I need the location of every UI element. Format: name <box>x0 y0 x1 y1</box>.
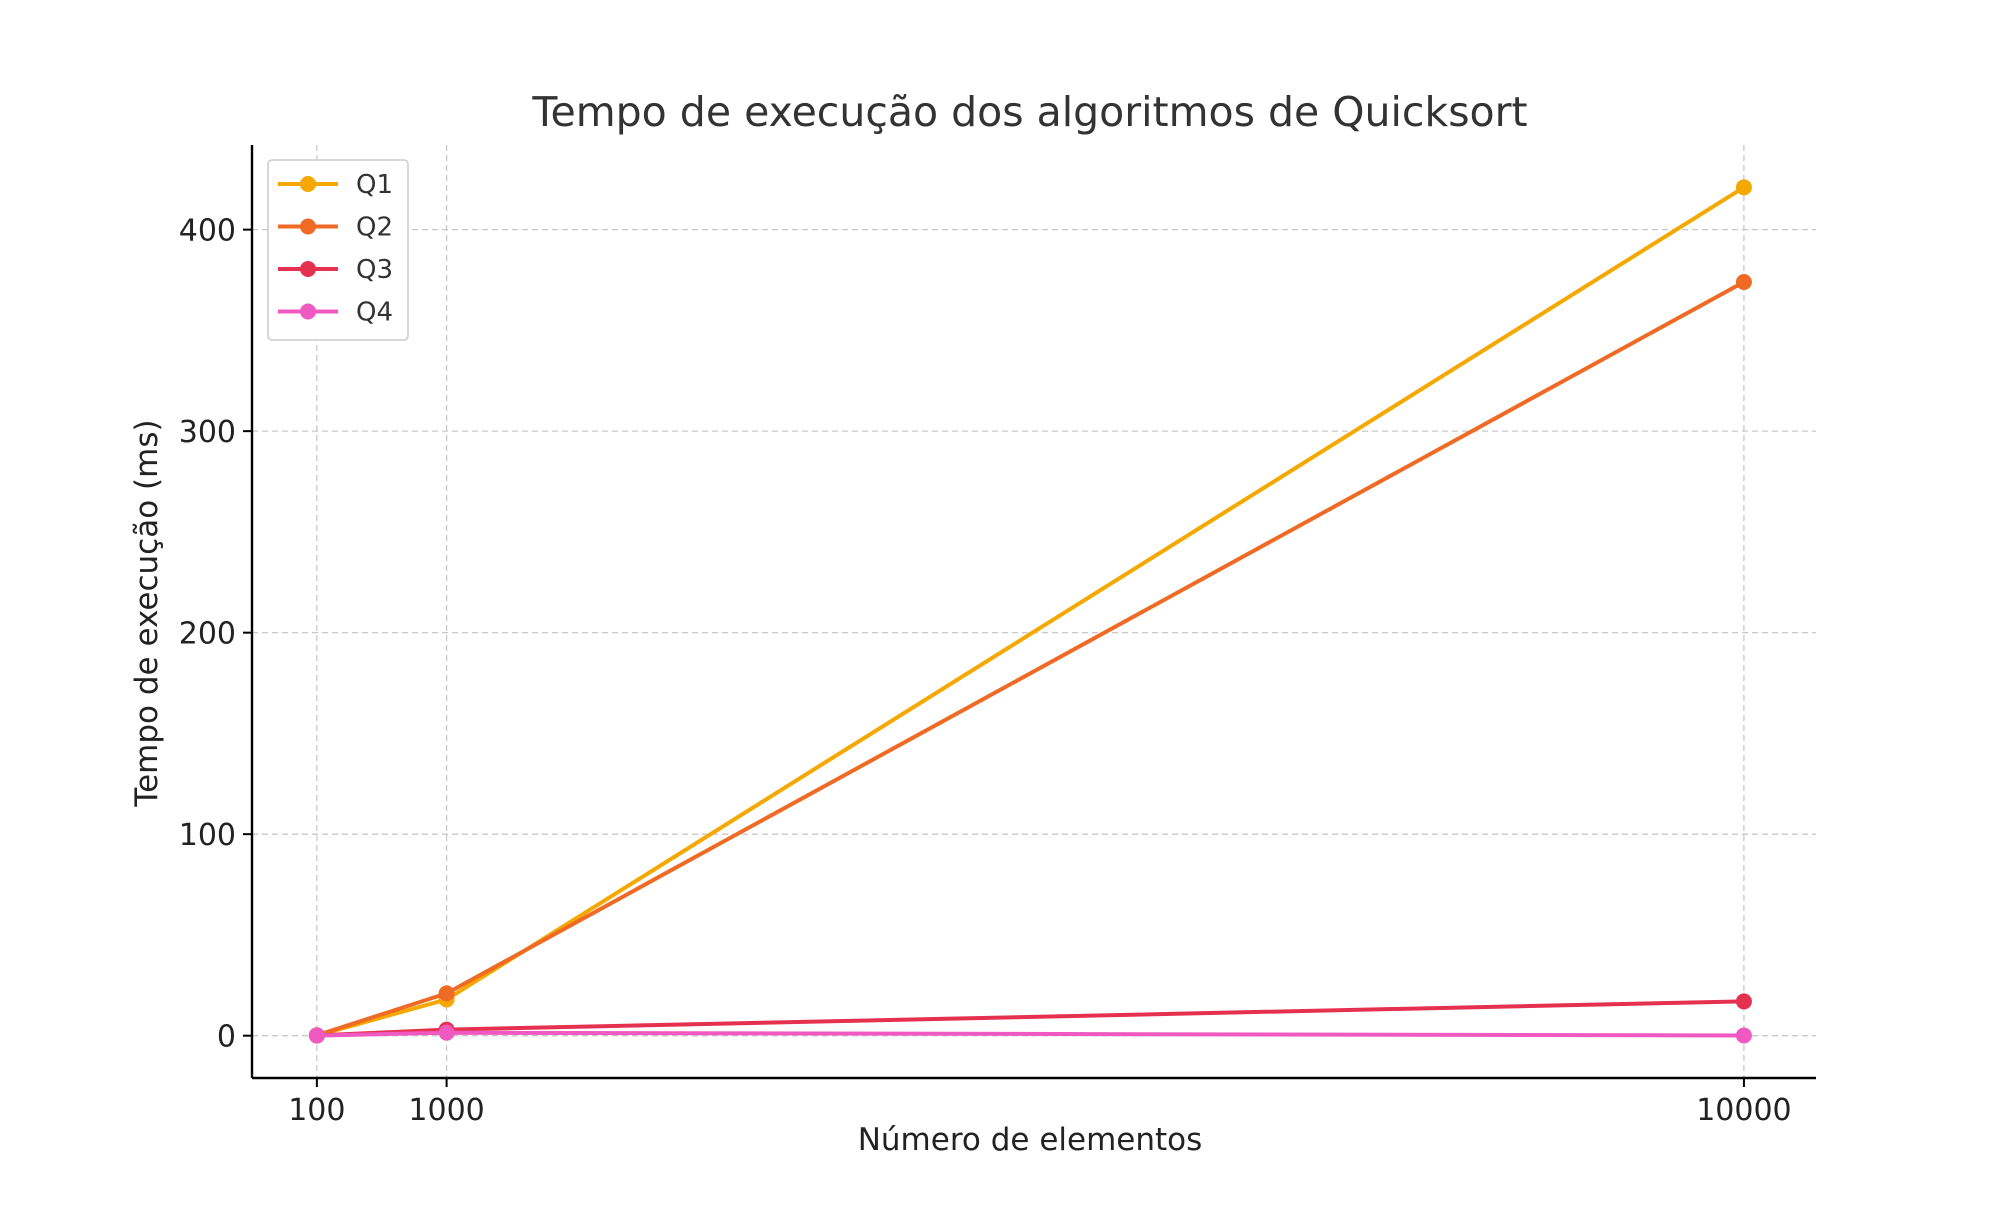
y-tick-label: 0 <box>217 1020 236 1055</box>
y-tick-label: 300 <box>179 415 236 450</box>
legend-label-q2: Q2 <box>356 213 393 243</box>
data-point-q4 <box>438 1024 455 1041</box>
legend-swatch-marker-q1 <box>300 176 316 192</box>
axes-layer: 100 1000 10000 0 100 200 300 400 <box>179 145 1816 1128</box>
series-line-q1 <box>314 185 1746 1038</box>
x-tick-label: 100 <box>288 1093 345 1128</box>
data-point-q1 <box>1735 179 1752 196</box>
y-tick-label: 400 <box>179 214 236 249</box>
y-axis-label: Tempo de execução (ms) <box>129 419 165 807</box>
data-point-q2 <box>438 985 455 1002</box>
x-axis-label: Número de elementos <box>858 1122 1203 1158</box>
series-line-q3 <box>314 999 1746 1038</box>
data-point-q3 <box>1735 993 1752 1010</box>
y-tick-label: 200 <box>179 617 236 652</box>
legend-swatch-marker-q4 <box>300 303 316 320</box>
grid-layer <box>252 145 1816 1078</box>
series-line-q4 <box>314 1030 1746 1038</box>
data-point-q2 <box>1735 274 1752 291</box>
x-tick-label: 10000 <box>1696 1093 1791 1128</box>
legend: Q1 Q2 Q3 Q4 <box>267 159 409 341</box>
data-point-q4 <box>308 1027 325 1044</box>
x-tick-label: 1000 <box>408 1093 484 1128</box>
data-point-q4 <box>1735 1027 1752 1044</box>
legend-label-q4: Q4 <box>356 298 393 328</box>
series-layer <box>308 179 1752 1044</box>
legend-box <box>267 159 409 341</box>
legend-label-q3: Q3 <box>356 255 393 285</box>
legend-swatch-marker-q2 <box>300 218 316 235</box>
series-line-q2 <box>314 280 1746 1038</box>
y-tick-label: 100 <box>179 818 236 853</box>
legend-label-q1: Q1 <box>356 170 393 200</box>
legend-swatch-marker-q3 <box>300 261 316 277</box>
chart-title: Tempo de execução dos algoritmos de Quic… <box>531 88 1527 136</box>
